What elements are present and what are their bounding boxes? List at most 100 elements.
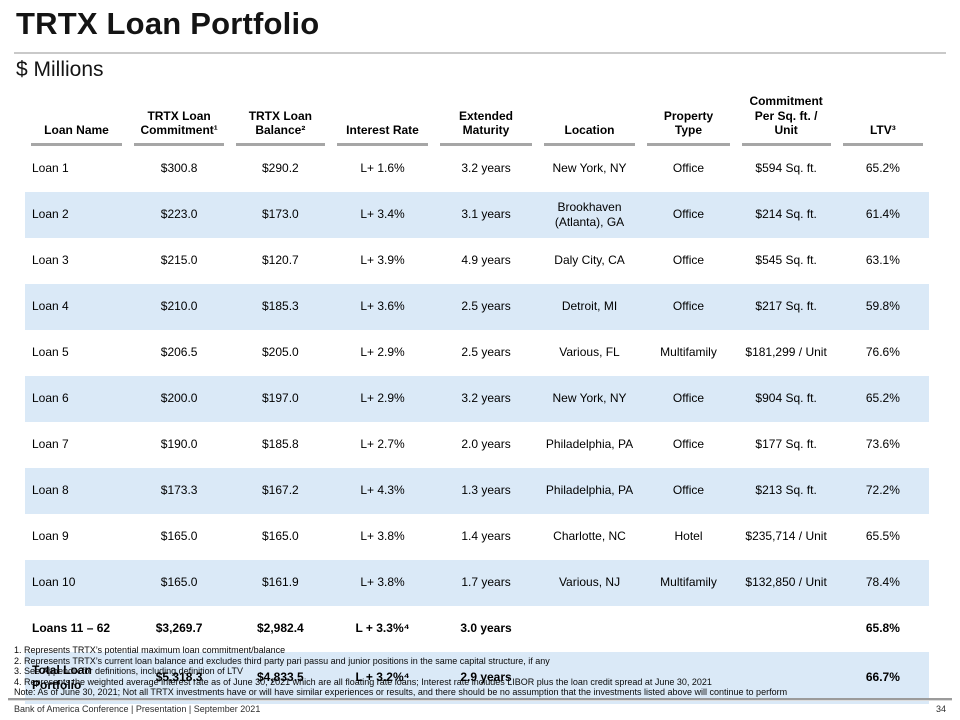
footnote: 4. Represents the weighted average inter…	[14, 676, 712, 687]
column-header: TRTX Loan Commitment¹	[128, 94, 230, 146]
column-header-label: TRTX Loan Commitment¹	[134, 104, 225, 146]
table-cell: 3.1 years	[461, 207, 511, 222]
table-cell: $177 Sq. ft.	[755, 437, 817, 452]
table-cell: $594 Sq. ft.	[755, 161, 817, 176]
table-cell: $300.8	[160, 161, 198, 176]
table-cell: 65.8%	[865, 621, 900, 636]
column-header: TRTX Loan Balance²	[230, 94, 330, 146]
table-cell: $132,850 / Unit	[745, 575, 827, 590]
table-cell: Brookhaven (Atlanta), GA	[554, 199, 625, 229]
table-cell: L+ 2.9%	[360, 391, 405, 406]
table-cell: 66.7%	[865, 670, 900, 685]
footnote: 1. Represents TRTX’s potential maximum l…	[14, 645, 286, 655]
table-cell: Various, NJ	[558, 575, 621, 590]
table-cell: 59.8%	[865, 299, 900, 314]
table-cell: Loan 3	[32, 253, 69, 268]
table-cell: 3.2 years	[461, 391, 511, 406]
table-cell: $165.0	[160, 575, 198, 590]
table-cell: $214 Sq. ft.	[755, 207, 817, 222]
table-row: Loan 9 $165.0 $165.0 L+ 3.8% 1.4 years Charlo…	[25, 514, 929, 560]
table-cell: L + 3.2%⁴	[355, 670, 410, 685]
table-cell: Hotel	[674, 529, 703, 544]
table-cell: $210.0	[160, 299, 198, 314]
table-header: Loan Name TRTX Loan Commitment¹ TRTX Loan …	[25, 94, 929, 146]
table-row: Loans 11 – 62 $3,269.7 $2,982.4 L + 3.3%⁴ 3.…	[25, 606, 929, 652]
table-cell: L + 3.3%⁴	[355, 621, 410, 636]
table-row: Total Loan Portfolio $5,318.3 $4,833.5 L + …	[25, 651, 929, 704]
table-cell: 63.1%	[865, 253, 900, 268]
table-cell: 1.3 years	[461, 483, 511, 498]
column-header-label: LTV³	[842, 104, 923, 146]
table-cell: $181,299 / Unit	[745, 345, 827, 360]
table-cell: 2.0 years	[461, 437, 511, 452]
column-header-label: Loan Name	[31, 104, 123, 146]
table-cell: 78.4%	[865, 575, 900, 590]
title-divider	[14, 52, 946, 54]
table-cell: $185.3	[262, 299, 299, 314]
column-header: Property Type	[641, 94, 735, 146]
table-cell: 3.2 years	[461, 161, 511, 176]
table-cell: Loan 6	[32, 391, 69, 406]
column-header-label: Location	[543, 104, 636, 146]
table-cell: Office	[672, 161, 705, 176]
header-row: Loan Name TRTX Loan Commitment¹ TRTX Loan …	[25, 94, 929, 146]
subtitle: $ Millions	[16, 58, 104, 81]
table-row: Loan 3 $215.0 $120.7 L+ 3.9% 4.9 years Daly C…	[25, 238, 929, 284]
column-header-label: TRTX Loan Balance²	[236, 104, 325, 146]
table-row: Loan 5 $206.5 $205.0 L+ 2.9% 2.5 years Variou…	[25, 330, 929, 376]
table-cell: L+ 3.6%	[360, 299, 405, 314]
footer-text: Bank of America Conference | Presentatio…	[14, 704, 261, 714]
table-cell: 1.4 years	[461, 529, 511, 544]
table-cell: $161.9	[262, 575, 299, 590]
table-row: Loan 6 $200.0 $197.0 L+ 2.9% 3.2 years New Yo…	[25, 375, 929, 422]
table-cell: L+ 2.7%	[360, 437, 405, 452]
table-cell: $223.0	[160, 207, 198, 222]
footnote: Note: As of June 30, 2021; Not all TRTX …	[14, 687, 788, 698]
table-cell: $213 Sq. ft.	[755, 483, 817, 498]
table-row: Loan 2 $223.0 $173.0 L+ 3.4% 3.1 years Brookh…	[25, 191, 929, 238]
table-cell: L+ 4.3%	[360, 483, 405, 498]
table-cell: Loan 8	[32, 483, 69, 498]
table-cell: Daly City, CA	[554, 253, 625, 268]
table-row: Loan 7 $190.0 $185.8 L+ 2.7% 2.0 years Philad…	[25, 422, 929, 468]
table-cell: $5,318.3	[155, 670, 203, 685]
footnote: 2. Represents TRTX’s current loan balanc…	[14, 655, 550, 666]
table-cell: $206.5	[160, 345, 198, 360]
table-cell: $120.7	[262, 253, 299, 268]
column-header: Interest Rate	[331, 94, 435, 146]
table-cell: 76.6%	[865, 345, 900, 360]
column-header-label: Extended Maturity	[440, 104, 532, 146]
table-cell: $173.3	[160, 483, 198, 498]
table-cell: Multifamily	[660, 345, 717, 360]
table-body: Loan 1 $300.8 $290.2 L+ 1.6% 3.2 years New Yo…	[25, 146, 929, 704]
table-cell: L+ 3.8%	[360, 575, 405, 590]
footnotes: 1. Represents TRTX’s potential maximum l…	[14, 645, 946, 698]
table-cell: Multifamily	[660, 575, 717, 590]
loan-portfolio-table: Loan Name TRTX Loan Commitment¹ TRTX Loan …	[25, 94, 929, 704]
table-cell: $4,833.5	[257, 670, 304, 685]
table-cell: $185.8	[262, 437, 299, 452]
table-cell: 2.5 years	[461, 345, 511, 360]
table-cell: Loan 5	[32, 345, 69, 360]
table-cell: Various, FL	[559, 345, 620, 360]
table-row: Loan 4 $210.0 $185.3 L+ 3.6% 2.5 years Detroi…	[25, 283, 929, 330]
table-cell: $3,269.7	[155, 621, 203, 636]
table-cell: $205.0	[262, 345, 299, 360]
table-cell: New York, NY	[552, 391, 627, 406]
table-cell: 2.9 years	[460, 670, 512, 685]
table-cell: Office	[672, 437, 705, 452]
table-cell: 65.5%	[865, 529, 900, 544]
table-cell: Total Loan Portfolio	[32, 662, 92, 692]
table-cell: Loan 4	[32, 299, 69, 314]
table-cell: Detroit, MI	[561, 299, 618, 314]
table-cell: Philadelphia, PA	[545, 437, 634, 452]
table-cell: Loan 7	[32, 437, 69, 452]
footer-divider	[8, 698, 952, 701]
table-cell: Philadelphia, PA	[545, 483, 634, 498]
column-header: Loan Name	[25, 94, 128, 146]
table-cell: 65.2%	[865, 161, 900, 176]
table-cell: $197.0	[262, 391, 299, 406]
table-cell: Loans 11 – 62	[32, 621, 111, 636]
table-cell: 2.5 years	[461, 299, 511, 314]
column-header: Extended Maturity	[434, 94, 537, 146]
